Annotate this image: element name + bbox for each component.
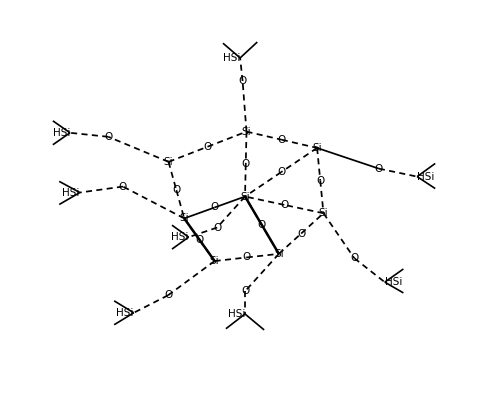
Text: O: O — [213, 223, 221, 233]
Text: O: O — [239, 76, 246, 86]
Text: Si: Si — [242, 127, 251, 137]
Text: O: O — [211, 203, 219, 213]
Text: O: O — [297, 229, 305, 239]
Text: O: O — [280, 200, 288, 210]
Text: O: O — [195, 235, 204, 245]
Text: O: O — [350, 253, 358, 263]
Text: HSi: HSi — [116, 308, 134, 318]
Text: O: O — [375, 164, 383, 174]
Text: HSi: HSi — [228, 309, 245, 319]
Text: O: O — [277, 167, 285, 177]
Text: O: O — [119, 182, 127, 192]
Text: O: O — [172, 185, 180, 195]
Text: HSi: HSi — [417, 172, 434, 182]
Text: O: O — [164, 290, 172, 300]
Text: O: O — [316, 176, 324, 186]
Text: O: O — [278, 135, 286, 145]
Text: HSi: HSi — [385, 277, 402, 287]
Text: Si: Si — [274, 249, 283, 259]
Text: Si: Si — [179, 213, 189, 223]
Text: HSi: HSi — [223, 53, 240, 63]
Text: Si: Si — [164, 157, 174, 167]
Text: HSi: HSi — [171, 232, 189, 242]
Text: Si: Si — [318, 208, 328, 218]
Text: Si: Si — [210, 256, 219, 266]
Text: Si: Si — [240, 192, 250, 202]
Text: HSi: HSi — [63, 188, 80, 198]
Text: O: O — [241, 286, 249, 296]
Text: Si: Si — [312, 143, 322, 153]
Text: O: O — [258, 220, 266, 230]
Text: O: O — [204, 142, 211, 152]
Text: O: O — [104, 132, 112, 142]
Text: O: O — [242, 159, 250, 169]
Text: HSi: HSi — [53, 128, 70, 138]
Text: O: O — [243, 253, 251, 262]
